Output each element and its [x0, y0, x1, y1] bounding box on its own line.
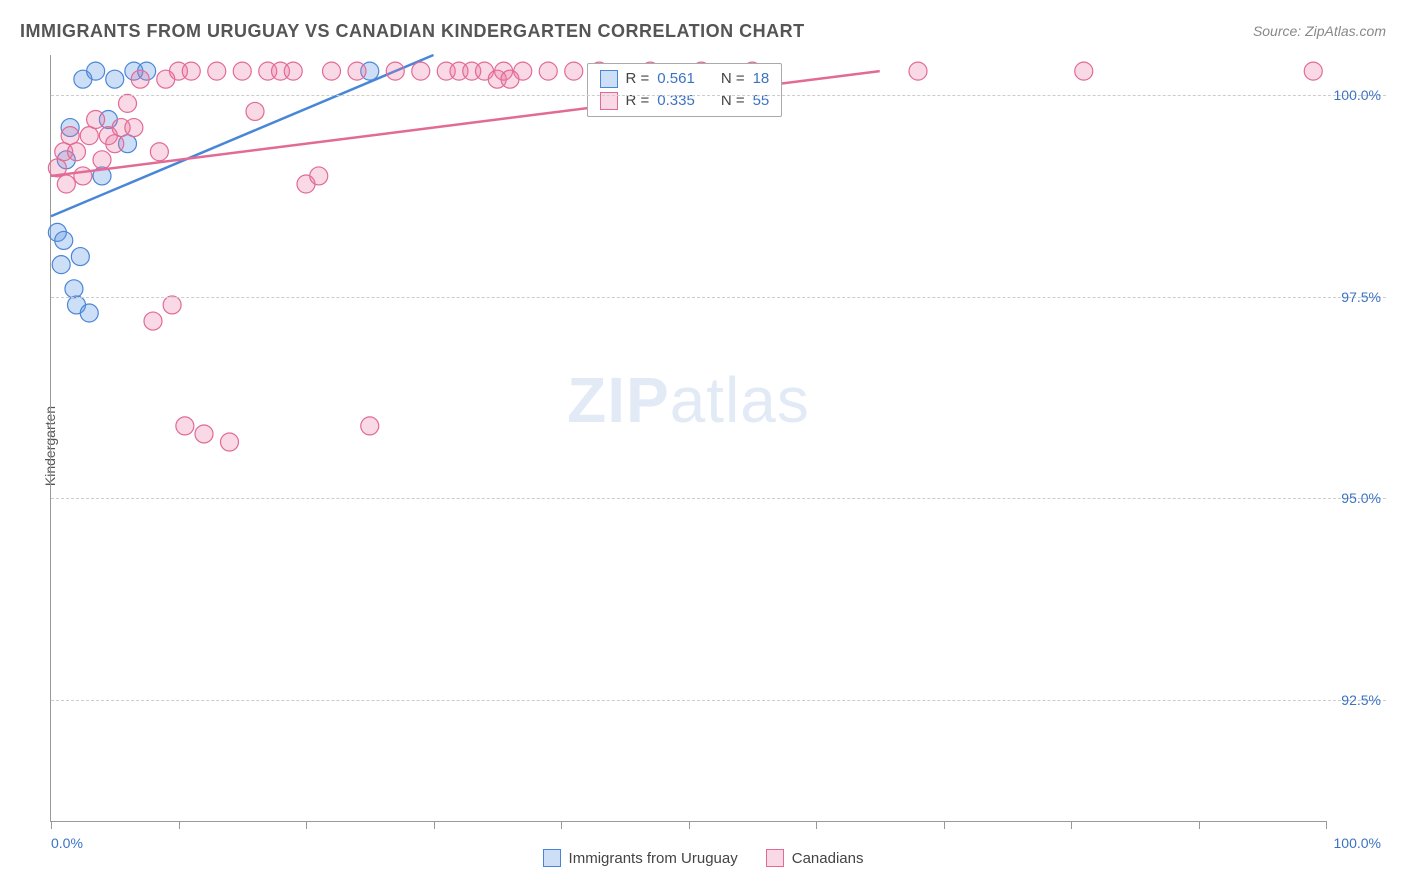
chart-title: IMMIGRANTS FROM URUGUAY VS CANADIAN KIND…	[20, 21, 805, 42]
y-tick-label: 97.5%	[1341, 289, 1381, 305]
data-point-canadians	[514, 62, 532, 80]
data-point-canadians	[74, 167, 92, 185]
series-swatch-uruguay-icon	[543, 849, 561, 867]
series-legend: Immigrants from Uruguay Canadians	[0, 849, 1406, 867]
data-point-canadians	[1304, 62, 1322, 80]
n-value-uruguay: 18	[753, 70, 770, 87]
r-value-uruguay: 0.561	[657, 70, 695, 87]
x-tick	[1326, 821, 1327, 829]
data-point-canadians	[68, 143, 86, 161]
correlation-legend: R = 0.561 N = 18 R = 0.335N = 55	[587, 63, 783, 117]
data-point-canadians	[125, 119, 143, 137]
series-label-canadians: Canadians	[792, 850, 864, 867]
plot-area: ZIPatlas R = 0.561N = 18R = 0.335N = 55 …	[50, 55, 1326, 822]
x-tick	[561, 821, 562, 829]
data-point-canadians	[909, 62, 927, 80]
data-point-canadians	[284, 62, 302, 80]
data-point-canadians	[208, 62, 226, 80]
series-legend-item-uruguay: Immigrants from Uruguay	[543, 849, 738, 867]
data-point-canadians	[106, 135, 124, 153]
x-tick	[816, 821, 817, 829]
plot-svg	[51, 55, 1326, 821]
data-point-canadians	[348, 62, 366, 80]
gridline	[51, 297, 1386, 298]
gridline	[51, 700, 1386, 701]
data-point-canadians	[150, 143, 168, 161]
x-tick	[434, 821, 435, 829]
corr-legend-row-canadians: R = 0.335N = 55	[588, 90, 782, 112]
x-tick	[306, 821, 307, 829]
data-point-canadians	[246, 102, 264, 120]
n-label: N =	[721, 70, 745, 87]
data-point-canadians	[412, 62, 430, 80]
data-point-uruguay	[80, 304, 98, 322]
r-label: R =	[626, 70, 650, 87]
data-point-canadians	[182, 62, 200, 80]
series-label-uruguay: Immigrants from Uruguay	[569, 850, 738, 867]
series-legend-item-canadians: Canadians	[766, 849, 864, 867]
corr-legend-row-uruguay: R = 0.561 N = 18	[588, 68, 782, 90]
x-tick	[1199, 821, 1200, 829]
data-point-canadians	[539, 62, 557, 80]
data-point-uruguay	[71, 248, 89, 266]
chart-area: ZIPatlas R = 0.561N = 18R = 0.335N = 55 …	[50, 55, 1386, 822]
source-name: ZipAtlas.com	[1305, 23, 1386, 39]
data-point-canadians	[93, 151, 111, 169]
y-tick-label: 100.0%	[1334, 87, 1381, 103]
legend-swatch-uruguay-icon	[600, 70, 618, 88]
data-point-canadians	[310, 167, 328, 185]
data-point-canadians	[233, 62, 251, 80]
data-point-canadians	[361, 417, 379, 435]
x-tick	[1071, 821, 1072, 829]
data-point-canadians	[323, 62, 341, 80]
data-point-canadians	[144, 312, 162, 330]
data-point-canadians	[221, 433, 239, 451]
series-swatch-canadians-icon	[766, 849, 784, 867]
source-label: Source: ZipAtlas.com	[1253, 23, 1386, 39]
data-point-canadians	[1075, 62, 1093, 80]
data-point-canadians	[195, 425, 213, 443]
data-point-canadians	[57, 175, 75, 193]
x-tick	[179, 821, 180, 829]
data-point-canadians	[80, 127, 98, 145]
y-tick-label: 95.0%	[1341, 490, 1381, 506]
y-tick-label: 92.5%	[1341, 692, 1381, 708]
data-point-canadians	[163, 296, 181, 314]
data-point-uruguay	[52, 256, 70, 274]
x-tick	[689, 821, 690, 829]
x-tick	[51, 821, 52, 829]
x-tick	[944, 821, 945, 829]
source-prefix: Source:	[1253, 23, 1305, 39]
data-point-canadians	[565, 62, 583, 80]
data-point-canadians	[61, 127, 79, 145]
data-point-canadians	[131, 70, 149, 88]
chart-header: IMMIGRANTS FROM URUGUAY VS CANADIAN KIND…	[0, 0, 1406, 50]
data-point-uruguay	[55, 231, 73, 249]
data-point-uruguay	[65, 280, 83, 298]
data-point-uruguay	[87, 62, 105, 80]
gridline	[51, 95, 1386, 96]
data-point-canadians	[119, 94, 137, 112]
data-point-canadians	[386, 62, 404, 80]
data-point-canadians	[87, 111, 105, 129]
data-point-canadians	[176, 417, 194, 435]
gridline	[51, 498, 1386, 499]
data-point-uruguay	[106, 70, 124, 88]
